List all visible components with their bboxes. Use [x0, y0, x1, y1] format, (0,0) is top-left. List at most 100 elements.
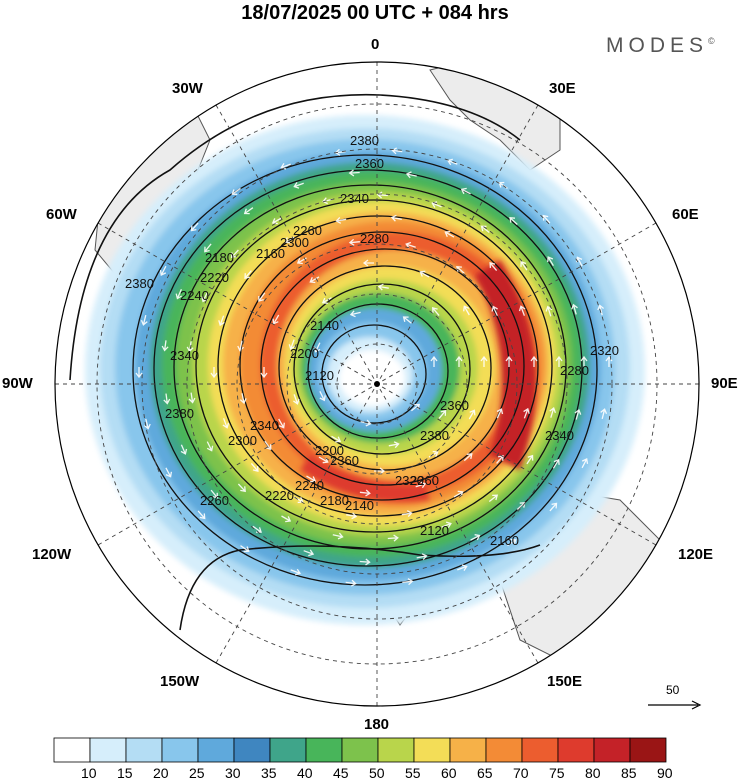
wind-arrow	[489, 262, 498, 272]
wind-arrow	[444, 230, 455, 238]
wind-arrow	[470, 534, 481, 541]
wind-arrow	[405, 241, 416, 249]
contour-label: 2380	[165, 406, 194, 421]
contour-label-layer: 2380234023002260222021802140212021602200…	[125, 133, 619, 548]
wind-arrow	[165, 467, 173, 478]
colorbar-tick-label: 90	[657, 765, 673, 781]
contour-label: 2180	[320, 493, 349, 508]
colorbar-swatch	[521, 737, 559, 763]
colorbar-swatch	[305, 737, 343, 763]
contour-label: 2300	[228, 433, 257, 448]
wind-arrow	[163, 393, 171, 405]
contour-label: 2260	[293, 223, 322, 238]
contour-label: 2280	[560, 363, 589, 378]
wind-arrow	[290, 568, 302, 576]
contour-label: 2340	[250, 418, 279, 433]
colorbar-swatch	[161, 737, 199, 763]
wind-arrow	[581, 458, 589, 469]
colorbar-tick-label: 65	[477, 765, 493, 781]
colorbar-swatch	[413, 737, 451, 763]
wind-arrow	[278, 418, 285, 429]
wind-arrow	[416, 553, 428, 561]
map-boundary	[54, 61, 700, 707]
colorbar-swatch	[125, 737, 163, 763]
wind-arrow	[402, 578, 414, 586]
wind-arrow	[319, 391, 326, 402]
wind-arrow	[455, 355, 463, 367]
contour-label: 2220	[265, 488, 294, 503]
colorbar-tick-label: 20	[153, 765, 169, 781]
colorbar-tick-label: 80	[585, 765, 601, 781]
contour-label: 2320	[395, 473, 424, 488]
contour-label: 2180	[205, 250, 234, 265]
contour-label: 2340	[545, 428, 574, 443]
wind-arrow	[346, 512, 358, 520]
wind-arrow	[431, 307, 440, 317]
wind-arrow	[555, 355, 563, 367]
lon-label-150e: 150E	[547, 673, 583, 690]
wind-arrow	[240, 545, 250, 553]
wind-arrow	[507, 539, 517, 547]
lon-label-60w: 60W	[46, 206, 77, 223]
lon-label-180: 180	[364, 716, 390, 733]
wind-arrow	[468, 409, 476, 420]
colorbar-swatch	[89, 737, 127, 763]
wind-arrow	[453, 490, 464, 498]
wind-arrow	[520, 260, 528, 271]
wind-arrow	[571, 303, 578, 315]
wind-arrow	[264, 440, 272, 451]
lon-label-30w: 30W	[172, 80, 203, 97]
wind-arrow	[159, 265, 167, 276]
colorbar-tick-label: 30	[225, 765, 241, 781]
wind-arrow	[348, 238, 360, 246]
wind-arrow	[271, 217, 282, 225]
wind-arrow	[547, 256, 554, 267]
wind-arrow	[549, 407, 557, 418]
wind-arrow	[335, 216, 347, 224]
wind-arrow	[306, 475, 317, 483]
colorbar-swatch	[593, 737, 631, 763]
wind-arrow	[391, 147, 403, 155]
wind-arrow	[530, 355, 538, 367]
colorbar-tick-label: 55	[405, 765, 421, 781]
contour-label: 2160	[490, 533, 519, 548]
brand-name: MODES	[606, 34, 709, 57]
contour-label: 2260	[410, 473, 439, 488]
arrow-right-icon	[691, 700, 702, 710]
wind-arrow	[402, 316, 412, 324]
contour-label: 2360	[440, 398, 469, 413]
wind-arrow	[600, 408, 608, 420]
contour-label: 2240	[180, 288, 209, 303]
colorbar-tick-label: 45	[333, 765, 349, 781]
wind-arrow	[441, 521, 452, 529]
colorbar-tick-label: 70	[513, 765, 529, 781]
colorbar	[53, 737, 667, 763]
wind-arrow	[488, 494, 499, 503]
colorbar-swatch	[557, 737, 595, 763]
wind-arrow	[460, 187, 471, 195]
wind-arrow	[272, 314, 280, 325]
wind-arrow	[580, 355, 588, 367]
colorbar-swatch	[485, 737, 523, 763]
contour-label: 2360	[355, 156, 384, 171]
wind-arrow	[244, 270, 252, 280]
colorbar-swatch	[629, 737, 667, 763]
geopotential-contours	[69, 93, 598, 631]
colorbar-tick-label: 75	[549, 765, 565, 781]
brand-logo: MODES©	[606, 34, 715, 58]
wind-arrow	[388, 441, 400, 449]
wind-arrow	[239, 393, 247, 405]
wind-arrow	[345, 579, 357, 587]
jet-core-shading	[300, 260, 536, 502]
wind-arrow	[463, 305, 470, 316]
contour-label: 2120	[420, 523, 449, 538]
wind-arrow	[446, 158, 458, 166]
wind-arrow	[303, 549, 315, 557]
wind-arrow	[218, 315, 225, 327]
wind-arrow	[197, 510, 206, 520]
wind-arrow	[309, 276, 320, 284]
wind-arrow	[496, 454, 504, 464]
wind-arrow	[210, 489, 219, 499]
colorbar-swatch	[197, 737, 235, 763]
lon-label-120w: 120W	[32, 546, 72, 563]
